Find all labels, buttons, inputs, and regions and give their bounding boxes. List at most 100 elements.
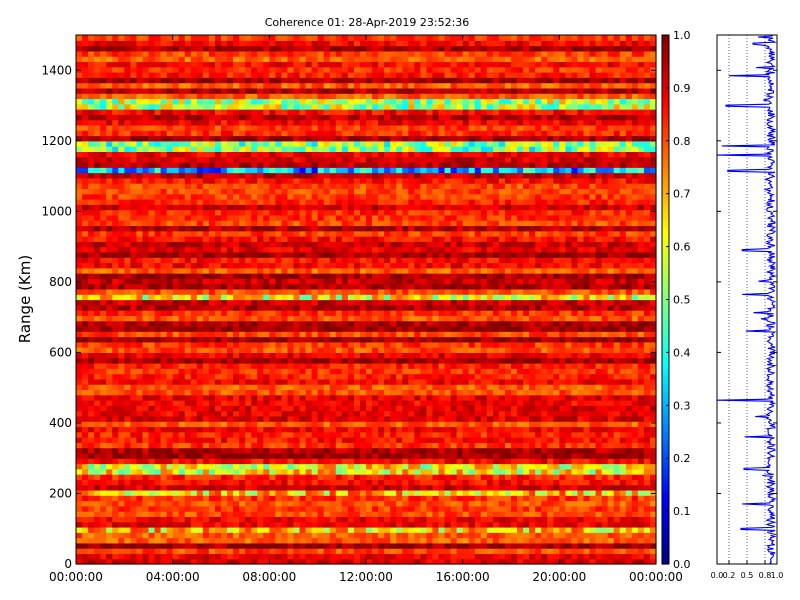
heatmap-cell (390, 310, 397, 316)
heatmap-cell (366, 294, 373, 301)
heatmap-cell (474, 542, 482, 549)
heatmap-cell (239, 548, 246, 555)
heatmap-cell (281, 532, 289, 539)
heatmap-cell (390, 431, 397, 438)
heatmap-cell (106, 389, 113, 396)
heatmap-cell (498, 511, 506, 517)
heatmap-cell (372, 532, 379, 539)
heatmap-cell (456, 526, 464, 533)
heatmap-cell (432, 452, 440, 459)
heatmap-cell (178, 558, 186, 565)
heatmap-cell (378, 558, 385, 565)
heatmap-row (76, 526, 657, 533)
heatmap-cell (208, 325, 216, 332)
heatmap-cell (366, 553, 373, 560)
heatmap-cell (613, 325, 621, 332)
heatmap-cell (184, 421, 192, 428)
heatmap-cell (221, 400, 228, 406)
heatmap-cell (305, 458, 313, 465)
heatmap-cell (359, 489, 367, 496)
heatmap-cell (631, 336, 639, 343)
heatmap-cell (251, 537, 258, 544)
heatmap-cell (341, 558, 349, 565)
heatmap-cell (625, 325, 633, 332)
heatmap-cell (450, 463, 458, 470)
heatmap-cell (535, 447, 542, 454)
heatmap-cell (565, 458, 573, 465)
heatmap-cell (492, 468, 500, 475)
heatmap-cell (547, 341, 554, 348)
heatmap-cell (166, 336, 174, 343)
heatmap-cell (130, 516, 138, 523)
heatmap-cell (517, 310, 524, 316)
heatmap-cell (106, 447, 113, 454)
heatmap-cell (112, 320, 119, 327)
heatmap-cell (547, 325, 554, 332)
heatmap-cell (547, 489, 554, 496)
heatmap-cell (619, 452, 627, 459)
heatmap-cell (311, 442, 319, 449)
heatmap-cell (474, 304, 482, 311)
heatmap-cell (94, 521, 101, 528)
heatmap-cell (649, 437, 657, 443)
heatmap-cell (589, 511, 597, 517)
heatmap-cell (299, 400, 307, 406)
heatmap-cell (402, 431, 409, 438)
heatmap-cell (281, 384, 289, 391)
heatmap-cell (112, 357, 119, 364)
heatmap-cell (541, 468, 548, 475)
heatmap-cell (480, 426, 488, 433)
heatmap-cell (178, 421, 186, 428)
heatmap-cell (76, 495, 83, 502)
heatmap-cell (444, 442, 452, 449)
heatmap-cell (504, 415, 512, 422)
heatmap-cell (287, 299, 295, 306)
heatmap-cell (82, 373, 89, 380)
heatmap-cell (239, 294, 246, 301)
heatmap-cell (293, 389, 301, 396)
heatmap-cell (372, 341, 379, 348)
heatmap-cell (498, 389, 506, 396)
heatmap-cell (142, 362, 150, 369)
heatmap-cell (372, 299, 379, 306)
heatmap-cell (124, 325, 131, 332)
heatmap-cell (462, 489, 470, 496)
heatmap-cell (293, 320, 301, 327)
heatmap-cell (577, 347, 585, 353)
heatmap-cell (486, 341, 494, 348)
heatmap-cell (553, 484, 560, 491)
heatmap-cell (299, 357, 307, 364)
heatmap-cell (625, 415, 633, 422)
heatmap-cell (257, 452, 264, 459)
heatmap-cell (408, 553, 415, 560)
heatmap-cell (178, 516, 186, 523)
heatmap-cell (468, 431, 476, 438)
heatmap-cell (202, 378, 210, 385)
heatmap-cell (148, 288, 156, 295)
heatmap-cell (148, 347, 156, 353)
heatmap-cell (637, 347, 645, 353)
heatmap-cell (498, 548, 506, 555)
heatmap-cell (335, 542, 343, 549)
heatmap-cell (287, 558, 295, 565)
heatmap-cell (239, 405, 246, 412)
heatmap-cell (649, 500, 657, 507)
heatmap-cell (251, 341, 258, 348)
heatmap-cell (480, 484, 488, 491)
heatmap-cell (196, 489, 204, 496)
heatmap-cell (88, 373, 95, 380)
heatmap-cell (432, 511, 440, 517)
heatmap-cell (166, 516, 174, 523)
heatmap-cell (293, 294, 301, 301)
heatmap-cell (263, 489, 270, 496)
heatmap-cell (190, 341, 198, 348)
heatmap-cell (353, 437, 361, 443)
heatmap-cell (172, 521, 180, 528)
heatmap-cell (643, 426, 651, 433)
heatmap-cell (408, 304, 415, 311)
heatmap-cell (239, 315, 246, 322)
heatmap-cell (233, 484, 240, 491)
heatmap-cell (390, 553, 397, 560)
heatmap-cell (541, 357, 548, 364)
heatmap-cell (589, 489, 597, 496)
